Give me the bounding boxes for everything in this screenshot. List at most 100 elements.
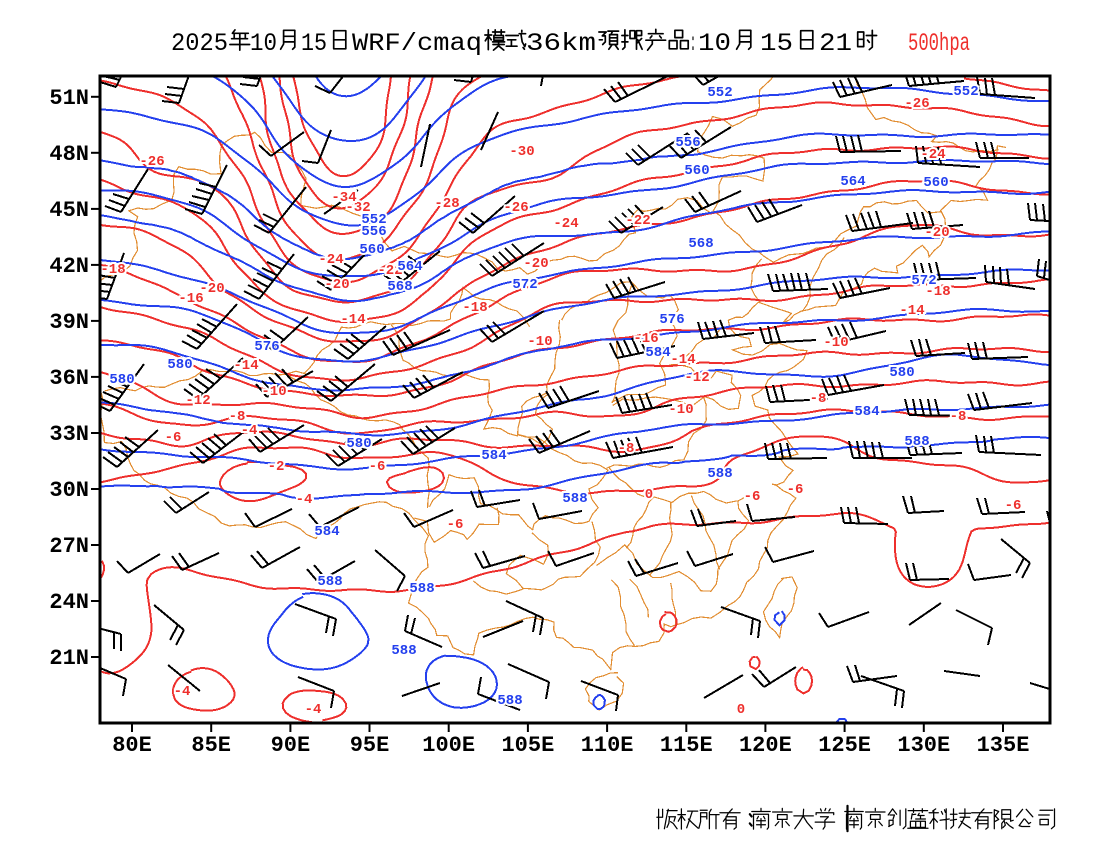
svg-text:27N: 27N xyxy=(49,534,89,559)
svg-text:580: 580 xyxy=(889,365,914,381)
svg-text:552: 552 xyxy=(707,85,732,101)
svg-text:125E: 125E xyxy=(818,733,871,758)
svg-text:580: 580 xyxy=(346,436,371,452)
svg-text:-16: -16 xyxy=(633,331,658,347)
svg-text:39N: 39N xyxy=(49,310,89,335)
svg-text:80E: 80E xyxy=(112,733,152,758)
svg-text:-10: -10 xyxy=(823,335,848,351)
svg-text:-26: -26 xyxy=(503,200,528,216)
svg-text:90E: 90E xyxy=(271,733,311,758)
svg-text:588: 588 xyxy=(317,574,342,590)
svg-text:588: 588 xyxy=(409,581,434,597)
svg-text:-22: -22 xyxy=(625,213,650,229)
svg-text:588: 588 xyxy=(562,491,587,507)
svg-text:85E: 85E xyxy=(191,733,231,758)
svg-text:135E: 135E xyxy=(977,733,1030,758)
svg-text:568: 568 xyxy=(387,279,412,295)
svg-text:560: 560 xyxy=(923,175,948,191)
svg-text:42N: 42N xyxy=(49,254,89,279)
svg-text:552: 552 xyxy=(953,84,978,100)
svg-text:-24: -24 xyxy=(920,147,945,163)
svg-text:-6: -6 xyxy=(165,430,182,446)
svg-text:552: 552 xyxy=(361,212,386,228)
svg-text:-8: -8 xyxy=(950,409,967,425)
svg-text:556: 556 xyxy=(361,224,386,240)
svg-text:24N: 24N xyxy=(49,590,89,615)
svg-text:-10: -10 xyxy=(527,334,552,350)
svg-text:105E: 105E xyxy=(501,733,554,758)
svg-text:500hpa: 500hpa xyxy=(908,29,970,58)
svg-text:-18: -18 xyxy=(100,262,125,278)
svg-text:-4: -4 xyxy=(305,702,322,718)
svg-text:-20: -20 xyxy=(199,281,224,297)
svg-text:115E: 115E xyxy=(660,733,713,758)
svg-text:-4: -4 xyxy=(296,492,313,508)
svg-text:-8: -8 xyxy=(810,391,827,407)
svg-text:-10: -10 xyxy=(668,402,693,418)
svg-text:10: 10 xyxy=(250,29,277,58)
svg-text:36N: 36N xyxy=(49,366,89,391)
svg-text:WRF/cmaq: WRF/cmaq xyxy=(352,29,482,58)
svg-text:-20: -20 xyxy=(324,277,349,293)
svg-text:110E: 110E xyxy=(581,733,634,758)
svg-text:95E: 95E xyxy=(350,733,390,758)
svg-text:-34: -34 xyxy=(331,190,356,206)
svg-text:21: 21 xyxy=(819,29,852,58)
svg-text:584: 584 xyxy=(854,404,879,420)
svg-text:15: 15 xyxy=(760,29,793,58)
svg-text:572: 572 xyxy=(512,277,537,293)
svg-text:-24: -24 xyxy=(318,252,343,268)
svg-text:120E: 120E xyxy=(739,733,792,758)
svg-text:-6: -6 xyxy=(1005,498,1022,514)
svg-text:580: 580 xyxy=(109,372,134,388)
svg-text:-24: -24 xyxy=(553,216,578,232)
svg-text:30N: 30N xyxy=(49,478,89,503)
svg-text:564: 564 xyxy=(840,174,865,190)
svg-text:576: 576 xyxy=(659,312,684,328)
svg-text:-14: -14 xyxy=(340,312,365,328)
svg-text:588: 588 xyxy=(497,693,522,709)
svg-text:576: 576 xyxy=(254,339,279,355)
svg-text:572: 572 xyxy=(911,273,936,289)
svg-text:0: 0 xyxy=(645,487,653,503)
svg-text:10: 10 xyxy=(698,29,731,58)
svg-text:-26: -26 xyxy=(139,154,164,170)
svg-text:584: 584 xyxy=(314,524,339,540)
svg-text:-14: -14 xyxy=(670,352,695,368)
svg-text:-4: -4 xyxy=(174,684,191,700)
svg-text:-6: -6 xyxy=(369,459,386,475)
svg-text:36km: 36km xyxy=(526,29,596,58)
svg-text:-32: -32 xyxy=(345,200,370,216)
svg-text:33N: 33N xyxy=(49,422,89,447)
svg-text:-16: -16 xyxy=(178,291,203,307)
svg-text:-22: -22 xyxy=(377,263,402,279)
svg-text:-2: -2 xyxy=(268,459,285,475)
svg-text:564: 564 xyxy=(397,259,422,275)
svg-text:-6: -6 xyxy=(744,489,761,505)
svg-text:-30: -30 xyxy=(509,144,534,160)
svg-text:130E: 130E xyxy=(897,733,950,758)
svg-text:-14: -14 xyxy=(233,358,258,374)
svg-text:-20: -20 xyxy=(924,225,949,241)
svg-text:-14: -14 xyxy=(899,303,924,319)
svg-text:-8: -8 xyxy=(618,441,635,457)
svg-text:-6: -6 xyxy=(447,517,464,533)
svg-text:-12: -12 xyxy=(684,370,709,386)
svg-text:-18: -18 xyxy=(925,284,950,300)
svg-text:-28: -28 xyxy=(434,196,459,212)
svg-text:584: 584 xyxy=(645,345,670,361)
svg-text:568: 568 xyxy=(688,236,713,252)
svg-text:584: 584 xyxy=(481,448,506,464)
svg-text:51N: 51N xyxy=(49,86,89,111)
svg-text:588: 588 xyxy=(391,643,416,659)
svg-text:100E: 100E xyxy=(422,733,475,758)
svg-text:-20: -20 xyxy=(523,256,548,272)
svg-text:-26: -26 xyxy=(904,96,929,112)
svg-text:-12: -12 xyxy=(185,393,210,409)
svg-text:-10: -10 xyxy=(261,384,286,400)
svg-text:21N: 21N xyxy=(49,646,89,671)
svg-text:560: 560 xyxy=(684,163,709,179)
svg-text:556: 556 xyxy=(675,135,700,151)
svg-text:580: 580 xyxy=(167,357,192,373)
svg-text:-18: -18 xyxy=(462,300,487,316)
